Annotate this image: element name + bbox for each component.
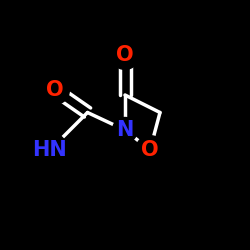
Circle shape	[136, 136, 164, 164]
Text: O: O	[141, 140, 159, 160]
Text: O: O	[46, 80, 64, 100]
Text: HN: HN	[32, 140, 68, 160]
Circle shape	[40, 76, 70, 104]
Circle shape	[112, 118, 138, 142]
Text: N: N	[116, 120, 134, 140]
Circle shape	[110, 40, 140, 69]
Text: O: O	[116, 45, 134, 65]
Circle shape	[32, 132, 68, 168]
